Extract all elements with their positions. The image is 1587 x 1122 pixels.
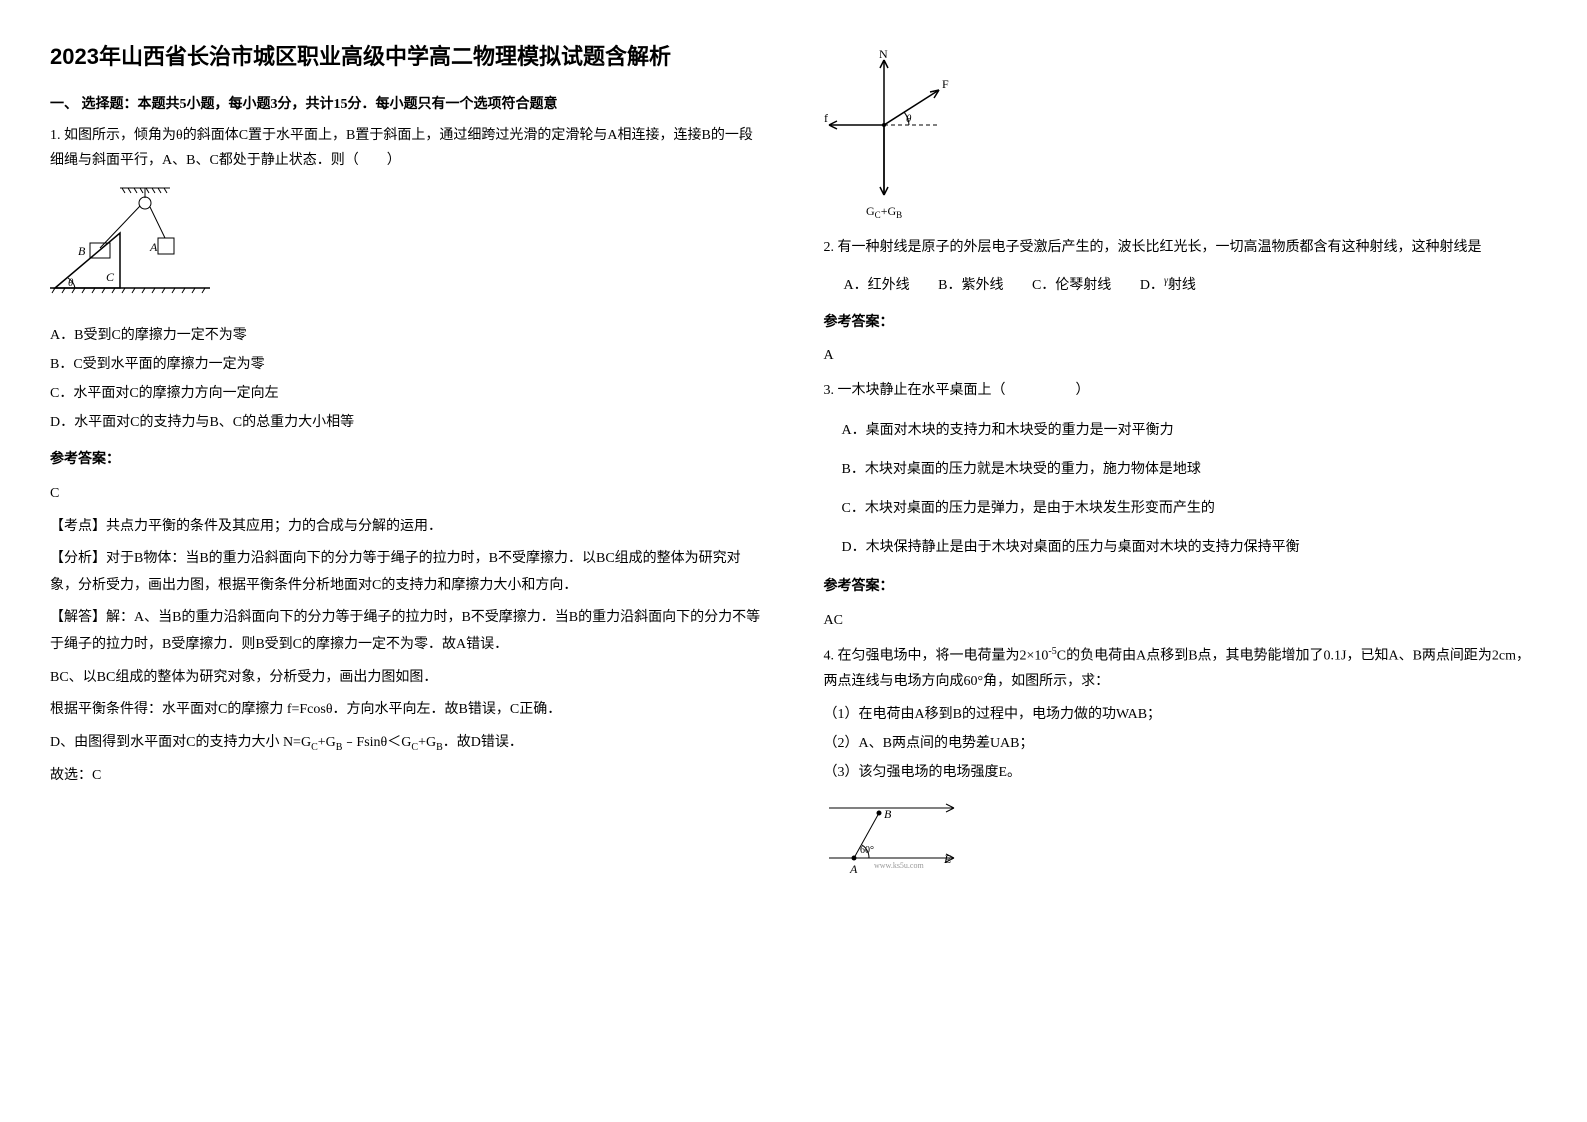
q2-answer-label: 参考答案：: [824, 310, 1538, 335]
svg-text:B: B: [884, 807, 892, 821]
q1-analysis-3: 【解答】解：A、当B的重力沿斜面向下的分力等于绳子的拉力时，B不受摩擦力．当B的…: [50, 605, 764, 658]
q4-sub-1: （1）在电荷由A移到B的过程中，电场力做的功WAB；: [824, 702, 1538, 727]
svg-text:θ: θ: [906, 113, 912, 125]
q3-opt-a: A．桌面对木块的支持力和木块受的重力是一对平衡力: [842, 418, 1538, 443]
q3-opt-d: D．木块保持静止是由于木块对桌面的压力与桌面对木块的支持力保持平衡: [842, 535, 1538, 560]
q3-answer-label: 参考答案：: [824, 574, 1538, 599]
q1-analysis-2: 【分析】对于B物体：当B的重力沿斜面向下的分力等于绳子的拉力时，B不受摩擦力．以…: [50, 546, 764, 599]
q2-answer: A: [824, 343, 1538, 368]
svg-text:C: C: [106, 270, 115, 284]
q3-text: 3. 一木块静止在水平桌面上（ ）: [824, 378, 1538, 403]
svg-text:F: F: [942, 77, 949, 91]
q1-analysis-6: D、由图得到水平面对C的支持力大小 N=GC+GB﹣Fsinθ＜GC+GB．故D…: [50, 730, 764, 757]
q4-sub-3: （3）该匀强电场的电场强度E。: [824, 760, 1538, 785]
q3-opt-b: B．木块对桌面的压力就是木块受的重力，施力物体是地球: [842, 457, 1538, 482]
q4-text: 4. 在匀强电场中，将一电荷量为2×10-5C的负电荷由A点移到B点，其电势能增…: [824, 643, 1538, 694]
q1-analysis-1: 【考点】共点力平衡的条件及其应用；力的合成与分解的运用．: [50, 514, 764, 541]
q1-opt-c: C．水平面对C的摩擦力方向一定向左: [50, 381, 764, 406]
svg-text:N: N: [879, 50, 888, 61]
q1-analysis-7: 故选：C: [50, 763, 764, 790]
force-diagram: N f F θ GC+GB: [824, 50, 1538, 225]
svg-text:A: A: [149, 240, 158, 254]
q2-text: 2. 有一种射线是原子的外层电子受激后产生的，波长比红光长，一切高温物质都含有这…: [824, 235, 1538, 260]
q1-opt-d: D．水平面对C的支持力与B、C的总重力大小相等: [50, 410, 764, 435]
q2-opt-d: D．γ射线: [1140, 278, 1196, 293]
question-1: 1. 如图所示，倾角为θ的斜面体C置于水平面上，B置于斜面上，通过细跨过光滑的定…: [50, 123, 764, 789]
svg-text:θ: θ: [68, 277, 74, 289]
q1-analysis-4: BC、以BC组成的整体为研究对象，分析受力，画出力图如图．: [50, 665, 764, 692]
q1-answer-label: 参考答案：: [50, 447, 764, 472]
section-heading: 一、 选择题：本题共5小题，每小题3分，共计15分．每小题只有一个选项符合题意: [50, 93, 764, 113]
q1-answer: C: [50, 481, 764, 506]
q1-text: 1. 如图所示，倾角为θ的斜面体C置于水平面上，B置于斜面上，通过细跨过光滑的定…: [50, 123, 764, 173]
page-title: 2023年山西省长治市城区职业高级中学高二物理模拟试题含解析: [50, 40, 764, 73]
q3-answer: AC: [824, 608, 1538, 633]
q2-opt-c: C．伦琴射线: [1032, 278, 1111, 293]
q3-opt-c: C．木块对桌面的压力是弹力，是由于木块发生形变而产生的: [842, 496, 1538, 521]
question-3: 3. 一木块静止在水平桌面上（ ） A．桌面对木块的支持力和木块受的重力是一对平…: [824, 378, 1538, 632]
question-4: 4. 在匀强电场中，将一电荷量为2×10-5C的负电荷由A点移到B点，其电势能增…: [824, 643, 1538, 893]
q1-diagram: A B C θ: [50, 183, 764, 312]
q2-options: A．红外线 B．紫外线 C．伦琴射线 D．γ射线: [844, 272, 1538, 298]
question-2: 2. 有一种射线是原子的外层电子受激后产生的，波长比红光长，一切高温物质都含有这…: [824, 235, 1538, 368]
q2-opt-a: A．红外线: [844, 278, 910, 293]
svg-text:A: A: [849, 862, 858, 876]
svg-text:B: B: [78, 244, 86, 258]
svg-text:E: E: [943, 852, 952, 866]
svg-text:60°: 60°: [860, 845, 874, 856]
svg-text:GC+GB: GC+GB: [866, 204, 902, 220]
q1-opt-b: B．C受到水平面的摩擦力一定为零: [50, 352, 764, 377]
q2-opt-b: B．紫外线: [938, 278, 1003, 293]
q4-diagram: B A 60° www.ks5u.com E: [824, 793, 1538, 892]
svg-text:www.ks5u.com: www.ks5u.com: [874, 861, 924, 870]
q4-sub-2: （2）A、B两点间的电势差UAB；: [824, 731, 1538, 756]
q1-analysis-5: 根据平衡条件得：水平面对C的摩擦力 f=Fcosθ．方向水平向左．故B错误，C正…: [50, 697, 764, 724]
svg-text:f: f: [824, 111, 828, 125]
q1-opt-a: A．B受到C的摩擦力一定不为零: [50, 323, 764, 348]
